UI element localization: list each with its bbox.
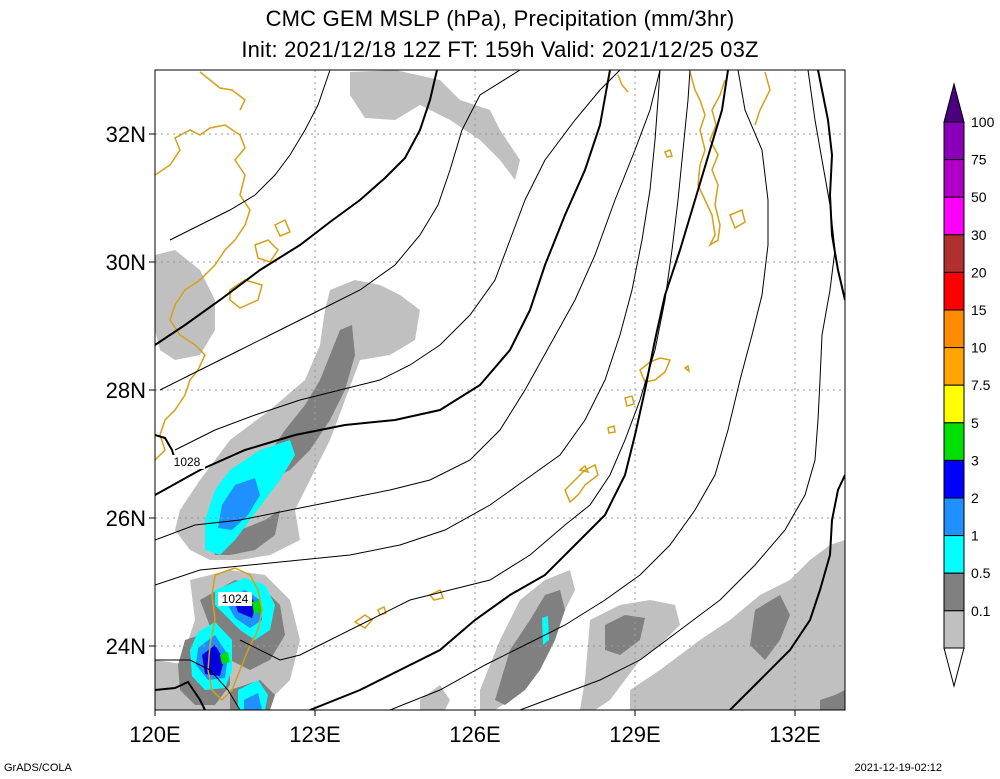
colorbar-label: 0.1: [971, 603, 991, 619]
lat-label: 32N: [106, 122, 146, 147]
colorbar-label: 75: [971, 152, 987, 168]
colorbar-label: 5: [971, 415, 979, 431]
colorbar-label: 2: [971, 490, 979, 506]
lat-label: 28N: [106, 378, 146, 403]
map-title-line-1: CMC GEM MSLP (hPa), Precipitation (mm/3h…: [265, 6, 735, 31]
precipitation-shading: [155, 70, 845, 710]
colorbar-label: 20: [971, 264, 987, 280]
colorbar-swatch: [943, 121, 965, 161]
colorbar-label: 30: [971, 227, 987, 243]
isobar-label-1028: 1028: [174, 455, 201, 469]
colorbar-label: 3: [971, 452, 979, 468]
map-title-line-2: Init: 2021/12/18 12Z FT: 159h Valid: 202…: [241, 37, 759, 62]
colorbar-label: 10: [971, 340, 987, 356]
lat-label: 26N: [106, 506, 146, 531]
colorbar-label: 7.5: [971, 377, 991, 393]
lon-label: 129E: [609, 722, 660, 747]
generation-timestamp: 2021-12-19-02:12: [854, 762, 942, 774]
colorbar-top-arrow: [943, 82, 965, 123]
longitude-labels: 120E 123E 126E 129E 132E: [129, 722, 820, 747]
latitude-labels: 32N 30N 28N 26N 24N: [106, 122, 146, 659]
colorbar-label: 50: [971, 189, 987, 205]
colorbar-swatch: [943, 459, 965, 499]
colorbar-swatch: [943, 384, 965, 424]
lat-label: 30N: [106, 250, 146, 275]
axis-ticks: [149, 133, 796, 716]
colorbar-swatch: [943, 497, 965, 537]
colorbar-swatch: [943, 196, 965, 236]
colorbar-swatch: [943, 572, 965, 612]
colorbar-bottom-arrow: [943, 647, 965, 688]
colorbar-swatch: [943, 234, 965, 273]
precipitation-colorbar: 100 75 50 30 20 15 10 7.5 5 3 2 1 0.5 0.1: [943, 82, 995, 688]
colorbar-swatch: [943, 309, 965, 349]
lon-label: 120E: [129, 722, 180, 747]
isobar-label-1024: 1024: [222, 592, 249, 606]
colorbar-swatch: [943, 610, 965, 649]
colorbar-label: 1: [971, 528, 979, 544]
colorbar-swatch: [943, 347, 965, 386]
lon-label: 126E: [449, 722, 500, 747]
colorbar-label: 0.5: [971, 565, 991, 581]
lat-label: 24N: [106, 634, 146, 659]
coastlines: [155, 71, 771, 702]
isobars: [155, 70, 845, 710]
software-credit: GrADS/COLA: [4, 762, 72, 774]
colorbar-label: 100: [971, 114, 995, 130]
isobar-labels: 1028 1024: [169, 455, 252, 606]
colorbar-swatch: [943, 422, 965, 461]
colorbar-swatch: [943, 535, 965, 574]
colorbar-swatch: [943, 271, 965, 311]
lon-label: 123E: [289, 722, 340, 747]
colorbar-swatch: [943, 159, 965, 198]
colorbar-label: 15: [971, 302, 987, 318]
lon-label: 132E: [769, 722, 820, 747]
